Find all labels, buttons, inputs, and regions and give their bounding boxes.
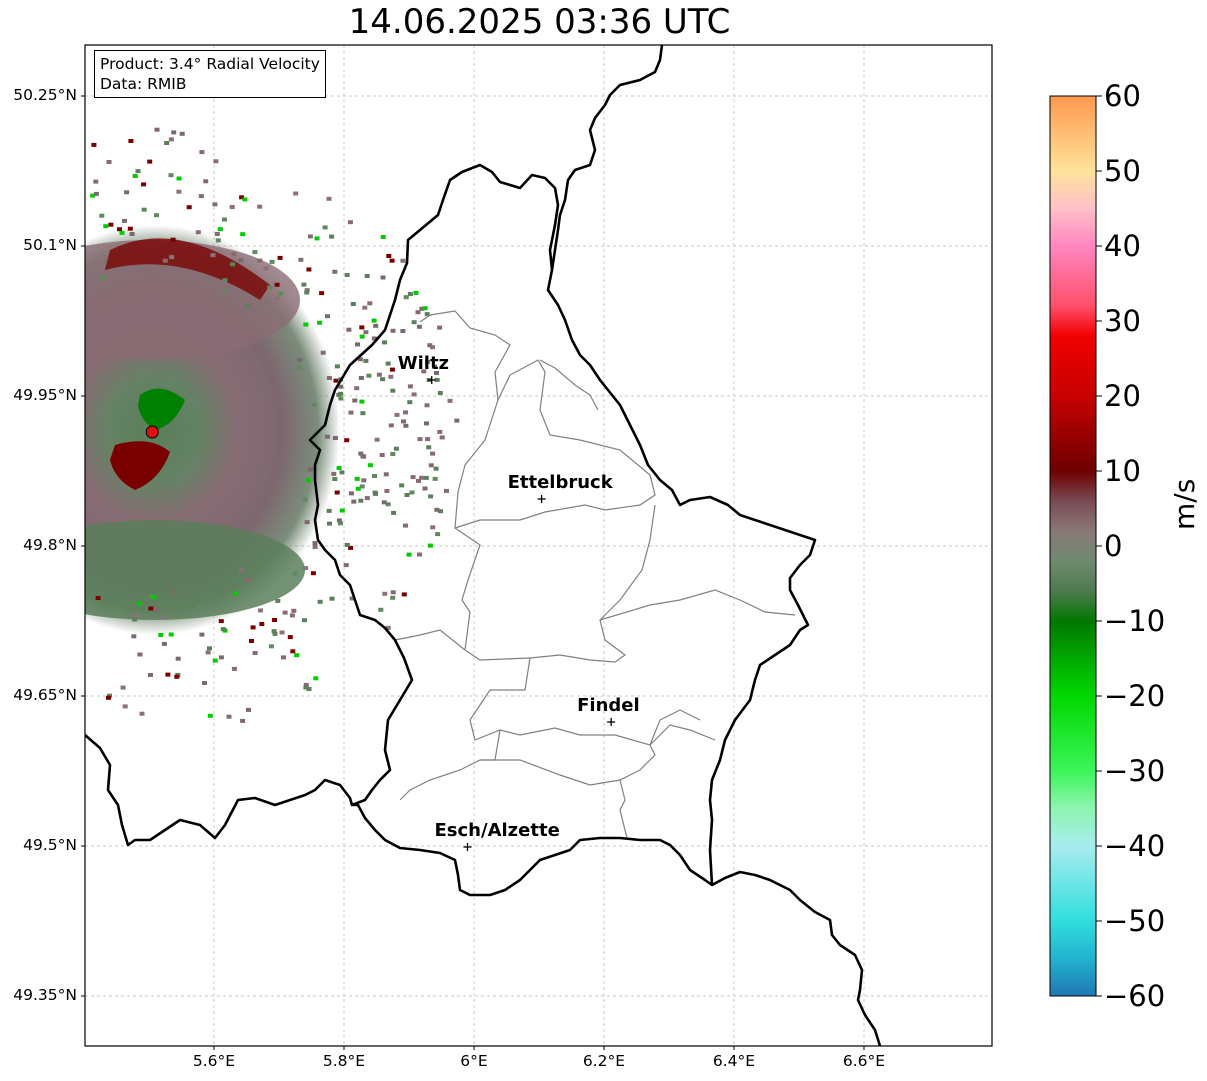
colorbar-tick-label: −10	[1104, 604, 1166, 638]
radar-site-marker	[145, 425, 159, 439]
colorbar-tick-label: −50	[1104, 904, 1166, 938]
lon-tick-label: 5.8°E	[322, 1052, 366, 1070]
lat-tick-label: 50.25°N	[13, 86, 77, 104]
colorbar-tick-label: 40	[1104, 229, 1141, 263]
echo-core-green	[138, 388, 185, 430]
lon-tick-label: 6.4°E	[712, 1052, 756, 1070]
echo-band-red-north	[105, 238, 270, 300]
city-label: Ettelbruck	[507, 472, 613, 493]
lat-tick-label: 49.8°N	[23, 536, 77, 554]
lat-tick-label: 49.65°N	[13, 686, 77, 704]
country-borders	[85, 45, 882, 1046]
lon-tick-label: 6.6°E	[842, 1052, 886, 1070]
lon-tick-label: 6°E	[460, 1052, 488, 1070]
lat-tick-label: 49.95°N	[13, 386, 77, 404]
lat-tick-label: 49.5°N	[23, 836, 77, 854]
map-title: 14.06.2025 03:36 UTC	[348, 2, 731, 42]
colorbar-tick-label: 50	[1104, 154, 1141, 188]
colorbar-tick-label: 10	[1104, 454, 1141, 488]
lon-tick-label: 5.6°E	[192, 1052, 236, 1070]
city-marker	[427, 376, 436, 384]
city-label: Wiltz	[397, 353, 450, 374]
echo-speckles	[90, 127, 460, 723]
data-source-label: Data: RMIB	[100, 75, 187, 93]
colorbar-tick-label: 20	[1104, 379, 1141, 413]
axis-ticks	[81, 95, 865, 1050]
colorbar-tick-label: 60	[1104, 79, 1141, 113]
colorbar-tick-label: 30	[1104, 304, 1141, 338]
city-marker	[463, 843, 472, 851]
city-label: Esch/Alzette	[434, 820, 560, 841]
radar-echoes	[85, 127, 460, 723]
colorbar-ticks	[1096, 95, 1102, 997]
echo-core-red	[110, 441, 170, 490]
colorbar-tick-label: −40	[1104, 829, 1166, 863]
colorbar-unit-label: m/s	[1168, 478, 1201, 530]
colorbar-tick-label: −60	[1104, 979, 1166, 1013]
product-info-box: Product: 3.4° Radial Velocity Data: RMIB	[94, 50, 326, 98]
luxembourg-border	[308, 163, 817, 897]
lon-tick-label: 6.2°E	[582, 1052, 626, 1070]
city-label: Findel	[577, 695, 640, 716]
belgium-border	[85, 734, 354, 847]
germany-border	[550, 45, 882, 1046]
city-marker	[607, 718, 616, 726]
lat-tick-label: 50.1°N	[23, 236, 77, 254]
lat-tick-label: 49.35°N	[13, 986, 77, 1004]
canton-boundaries	[394, 310, 796, 839]
colorbar-tick-label: −20	[1104, 679, 1166, 713]
colorbar-tick-label: −30	[1104, 754, 1166, 788]
colorbar	[1049, 95, 1102, 997]
echo-field-south	[85, 520, 305, 620]
city-marker	[537, 495, 546, 503]
colorbar-tick-label: 0	[1104, 529, 1123, 563]
colorbar-bar	[1049, 95, 1097, 997]
city-markers	[427, 376, 616, 851]
product-label: Product: 3.4° Radial Velocity	[100, 55, 320, 73]
